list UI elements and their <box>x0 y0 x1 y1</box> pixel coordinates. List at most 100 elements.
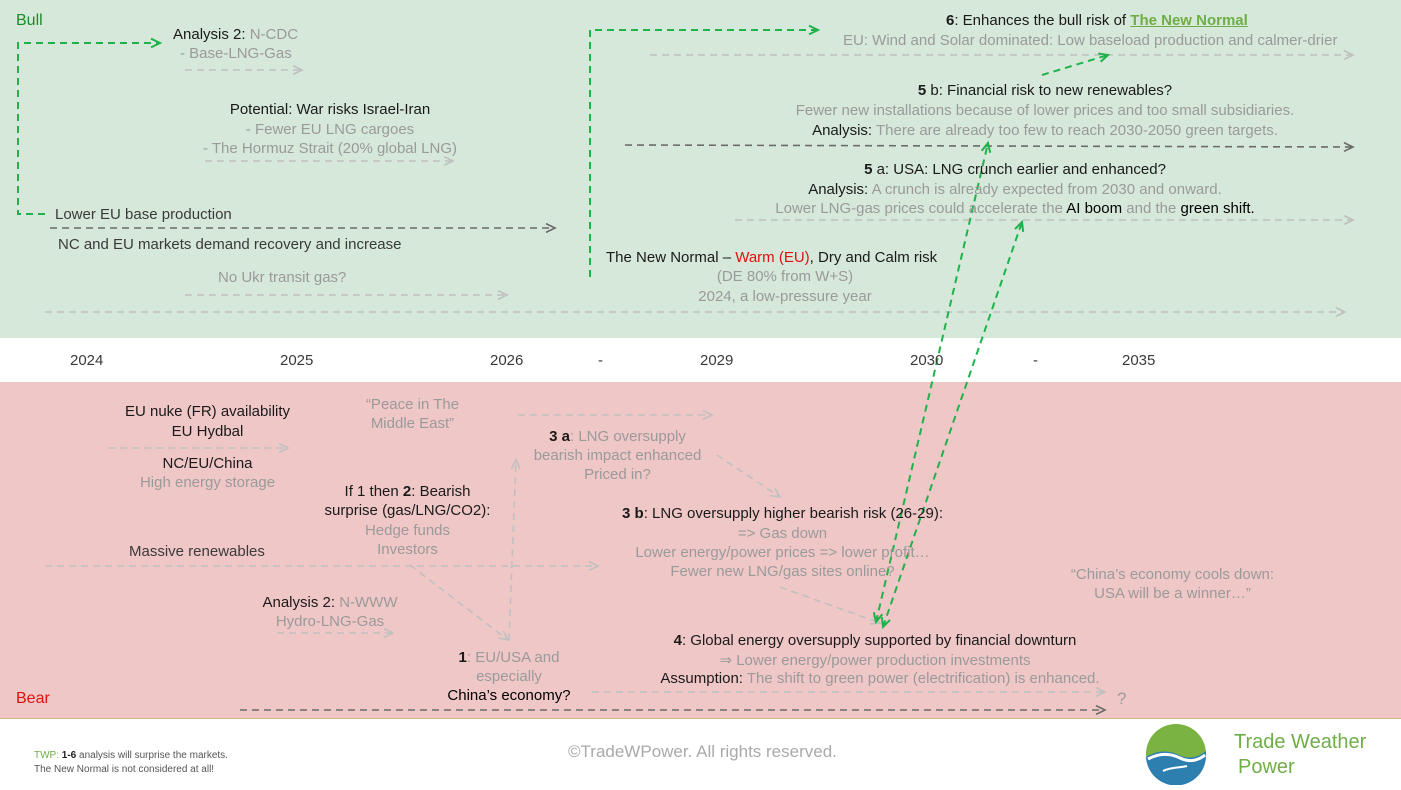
brand-name-1: Trade Weather <box>1234 731 1367 753</box>
arrowhead <box>1095 704 1107 716</box>
china-cools-1: “China’s economy cools down: <box>1070 566 1275 583</box>
item-4-title: 4: Global energy oversupply supported by… <box>673 632 1077 649</box>
item-3b-gas-down: => Gas down <box>737 525 828 542</box>
item-6-title: 6: Enhances the bull risk of The New Nor… <box>946 12 1248 29</box>
arrowhead <box>510 458 521 470</box>
copyright: ©TradeWPower. All rights reserved. <box>568 742 837 761</box>
bull-label: Bull <box>16 12 43 29</box>
arrowhead <box>880 616 891 630</box>
green-connector-item6 <box>589 29 818 277</box>
arrowhead <box>1014 219 1025 233</box>
new-normal-2024: 2024, a low-pressure year <box>698 288 872 305</box>
brand-name-2: Power <box>1238 756 1295 778</box>
footer-note-2: The New Normal is not considered at all! <box>34 764 215 775</box>
item-3b-title: 3 b: LNG oversupply higher bearish risk … <box>622 505 943 522</box>
arrowhead <box>383 627 395 639</box>
war-risk-hormuz: - The Hormuz Strait (20% global LNG) <box>203 140 457 157</box>
item-6-sub: EU: Wind and Solar dominated: Low baselo… <box>843 32 1338 49</box>
arrowhead <box>872 612 884 625</box>
year-2035: 2035 <box>1122 352 1156 369</box>
arrowhead <box>1343 49 1355 61</box>
high-energy-storage: High energy storage <box>139 474 276 491</box>
item-2-surprise: surprise (gas/LNG/CO2): <box>324 502 491 519</box>
timeline-dash: - <box>598 352 603 369</box>
item-5a-title: 5 a: USA: LNG crunch earlier and enhance… <box>864 161 1166 178</box>
lower-eu-production: Lower EU base production <box>55 206 232 223</box>
new-normal-de: (DE 80% from W+S) <box>716 268 854 285</box>
year-2025: 2025 <box>280 352 314 369</box>
arrowhead <box>1097 52 1111 63</box>
arrowhead <box>1343 141 1355 153</box>
bear-label: Bear <box>16 690 50 707</box>
footer-note-1: TWP: 1-6 analysis will surprise the mark… <box>34 750 228 761</box>
green-arrow-item6 <box>1041 54 1109 76</box>
arrowhead <box>769 487 782 499</box>
item-5b-installations: Fewer new installations because of lower… <box>795 102 1295 119</box>
bull-analysis2-sub: - Base-LNG-Gas <box>180 45 292 62</box>
year-2024: 2024 <box>70 352 104 369</box>
arrow-item3b-to-4 <box>779 586 881 624</box>
arrowhead <box>498 630 510 642</box>
item-3b-profit: Lower energy/power prices => lower profi… <box>635 544 930 561</box>
trade-weather-power-logo <box>1145 723 1207 786</box>
eu-nuke: EU nuke (FR) availability <box>124 403 291 420</box>
item-5b-title: 5 b: Financial risk to new renewables? <box>917 82 1173 99</box>
new-normal-title: The New Normal – Warm (EU), Dry and Calm… <box>606 249 938 266</box>
war-risk-title: Potential: War risks Israel-Iran <box>229 101 431 118</box>
bull-analysis2-title: Analysis 2: N-CDC <box>173 26 299 43</box>
item-5b-analysis: Analysis: There are already too few to r… <box>812 122 1278 139</box>
bear-analysis2-sub: Hydro-LNG-Gas <box>275 613 385 630</box>
arrowhead <box>443 155 455 167</box>
item-2-title: If 1 then 2: Bearish <box>344 483 471 500</box>
item-1-title: 1: EU/USA and <box>458 649 560 666</box>
nc-eu-china: NC/EU/China <box>162 455 253 472</box>
arrowhead <box>1095 686 1107 698</box>
arrowhead <box>588 560 600 572</box>
new-normal-link[interactable]: The New Normal <box>1130 12 1248 29</box>
arrowhead <box>497 289 509 301</box>
arrow-item1-to-3a <box>508 459 517 641</box>
green-connector-analysis2 <box>17 42 160 215</box>
china-cools-2: USA will be a winner…” <box>1094 585 1251 602</box>
year-2026: 2026 <box>490 352 524 369</box>
peace-middle-east-2: Middle East” <box>370 415 455 432</box>
item-3a-priced: Priced in? <box>584 466 651 483</box>
green-arrow-4-to-5b <box>875 142 989 623</box>
year-2030: 2030 <box>910 352 944 369</box>
item-5a-prices: Lower LNG-gas prices could accelerate th… <box>775 200 1255 217</box>
timeline-dash: - <box>1033 352 1038 369</box>
massive-renewables: Massive renewables <box>129 543 265 560</box>
year-2029: 2029 <box>700 352 734 369</box>
item-3b-sites: Fewer new LNG/gas sites online? <box>670 563 895 580</box>
peace-middle-east-1: “Peace in The <box>365 396 460 413</box>
arrowhead <box>150 37 163 49</box>
bear-band <box>0 382 1401 719</box>
logo-icon <box>1146 724 1207 786</box>
item-3a-title: 3 a: LNG oversupply <box>549 428 686 445</box>
eu-hydbal: EU Hydbal <box>171 423 244 440</box>
question-mark: ? <box>1117 689 1127 708</box>
arrowhead <box>1343 214 1355 226</box>
war-risk-lng: - Fewer EU LNG cargoes <box>245 121 415 138</box>
arrow-item1-to-2 <box>409 564 509 641</box>
arrowhead <box>702 409 714 421</box>
item-2-investors: Investors <box>377 541 438 558</box>
arrowhead <box>292 64 304 76</box>
item-3a-bearish: bearish impact enhanced <box>533 447 702 464</box>
item-2-hedge: Hedge funds <box>364 522 451 539</box>
arrowhead <box>980 140 992 153</box>
bull-band <box>0 0 1401 338</box>
item-4-assumption: Assumption: The shift to green power (el… <box>660 670 1100 687</box>
arrowhead <box>1335 306 1347 318</box>
item-4-investments: ⇒ Lower energy/power production investme… <box>719 652 1031 669</box>
arrowhead <box>545 222 557 234</box>
no-ukr-transit: No Ukr transit gas? <box>218 269 347 286</box>
arrow-item3a-to-3b <box>716 454 781 498</box>
arrowhead <box>808 24 821 36</box>
demand-recovery: NC and EU markets demand recovery and in… <box>58 236 402 253</box>
bear-analysis2-title: Analysis 2: N-WWW <box>262 594 398 611</box>
item-1-china: China’s economy? <box>447 687 571 704</box>
item-5a-analysis: Analysis: A crunch is already expected f… <box>808 181 1222 198</box>
item-1-especially: especially <box>476 668 542 685</box>
